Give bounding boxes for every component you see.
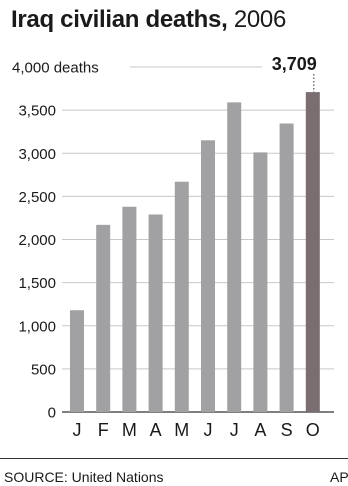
bar xyxy=(174,181,189,412)
x-tick-label: J xyxy=(73,420,82,440)
title-year: 2006 xyxy=(227,6,287,33)
x-tick-label: M xyxy=(122,420,137,440)
page-title: Iraq civilian deaths, 2006 xyxy=(11,6,286,34)
bar-chart: 0 500 1,000 1,500 2,000 2,500 3,000 3,500 4,000 … xyxy=(12,54,334,440)
x-tick-label: O xyxy=(306,420,320,440)
y-tick-label: 3,000 xyxy=(18,146,56,163)
y-tick-label: 4,000 deaths xyxy=(12,60,99,77)
footer-divider xyxy=(0,458,348,459)
title-main: Iraq civilian deaths, xyxy=(11,6,228,33)
y-tick-label: 500 xyxy=(31,361,56,378)
y-tick-label: 2,000 xyxy=(18,232,56,249)
credit-note: AP xyxy=(330,469,348,485)
x-tick-label: A xyxy=(150,420,162,440)
bar xyxy=(148,214,163,412)
bar xyxy=(201,140,215,412)
x-tick-label: J xyxy=(204,420,213,440)
x-tick-label: S xyxy=(281,420,293,440)
y-tick-label: 1,500 xyxy=(18,275,56,292)
bar xyxy=(122,206,137,412)
source-note: SOURCE: United Nations xyxy=(4,469,164,485)
bar xyxy=(305,92,320,412)
bar xyxy=(227,102,242,413)
highlight-value-label: 3,709 xyxy=(272,54,317,74)
x-tick-label: J xyxy=(230,420,239,440)
y-tick-label: 2,500 xyxy=(18,189,56,206)
bar xyxy=(279,123,294,413)
bar xyxy=(96,224,111,412)
y-tick-label: 1,000 xyxy=(18,318,56,335)
x-tick-label: A xyxy=(254,420,266,440)
x-tick-label: F xyxy=(98,420,109,440)
bar xyxy=(253,152,268,412)
x-tick-label: M xyxy=(174,420,189,440)
y-tick-label: 3,500 xyxy=(18,103,56,120)
y-tick-label: 0 xyxy=(48,405,56,422)
bar xyxy=(70,310,84,412)
